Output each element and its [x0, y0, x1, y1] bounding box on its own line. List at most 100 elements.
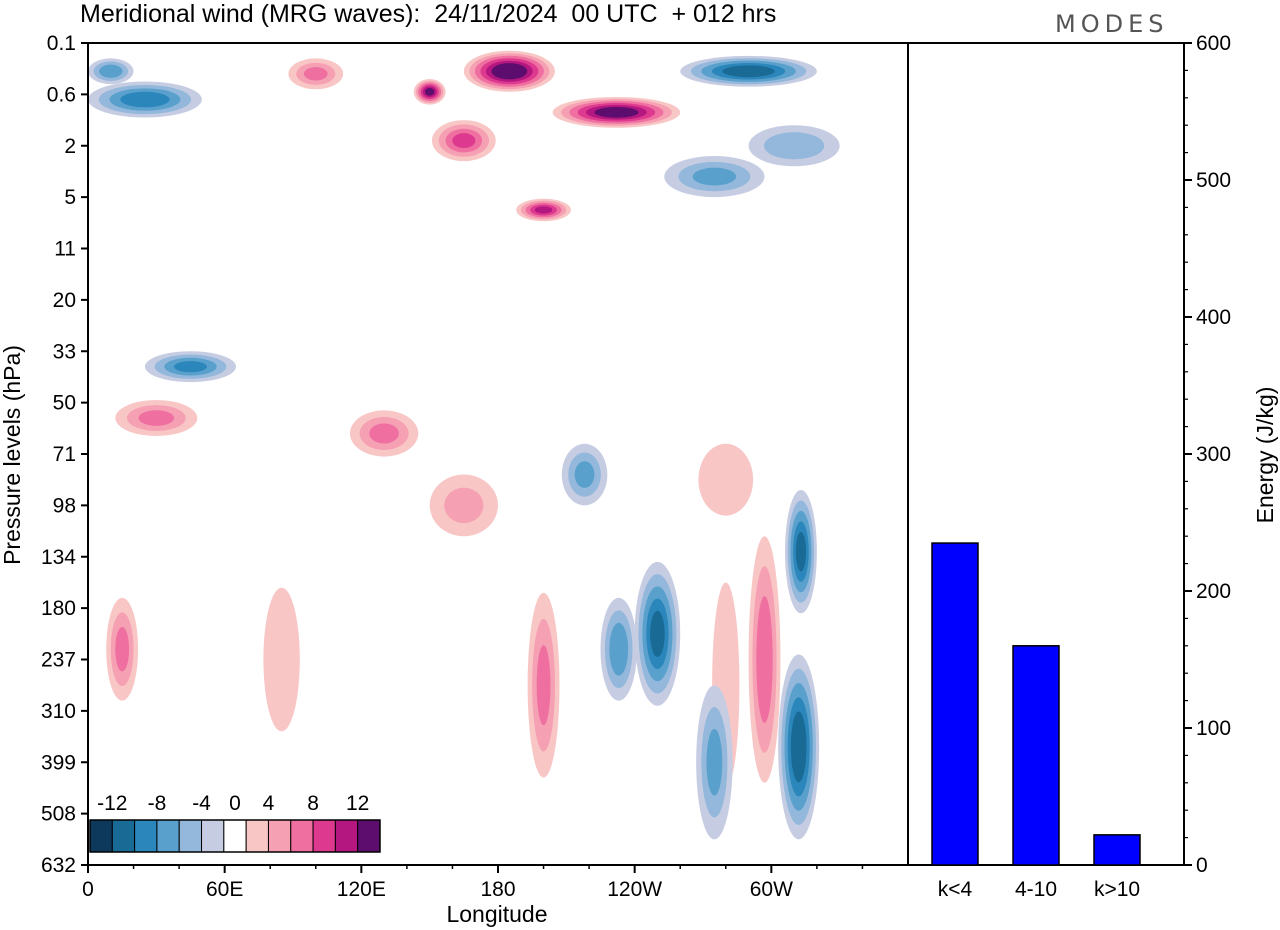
y-tick-label: 2 [64, 135, 76, 158]
contour-blob [349, 410, 419, 457]
x-tick-label: 120E [337, 878, 386, 901]
contour-level [536, 645, 551, 726]
x-tick-label: 120W [607, 878, 662, 901]
contour-blob [664, 156, 765, 198]
colorbar-label: 0 [229, 792, 241, 815]
energy-bar-panel: k<4 4-10 k>10 [931, 542, 1141, 901]
contour-blob [106, 597, 139, 701]
colorbar-swatch [312, 819, 336, 853]
y-tick-label: 632 [41, 854, 76, 877]
contour-blob [431, 120, 496, 162]
longitude-axis: 0 60E 120E 180 120W 60W [82, 865, 864, 901]
colorbar-label: -4 [192, 792, 211, 815]
contour-level [722, 65, 775, 78]
contour-blob [634, 561, 681, 706]
colorbar-label: 12 [346, 792, 369, 815]
contour-blob [696, 685, 733, 840]
contour-level [534, 206, 553, 214]
contour-blob [785, 489, 817, 614]
chart-title: Meridional wind (MRG waves): 24/11/2024 … [80, 0, 776, 28]
y-tick-label: 50 [53, 392, 76, 415]
contour-blob [288, 58, 344, 90]
colorbar-swatch [178, 819, 203, 853]
colorbar-swatch [223, 819, 247, 853]
contour-blob [778, 654, 820, 840]
energy-tick-label: 500 [1196, 169, 1231, 192]
contour-level [650, 610, 665, 657]
contour-level [115, 626, 130, 672]
energy-tick-label: 400 [1196, 306, 1231, 329]
energy-bar [1012, 645, 1060, 866]
colorbar-swatch [156, 819, 180, 853]
colorbar-swatch [334, 819, 359, 853]
contour-level [425, 88, 435, 96]
x-tick-label: 60E [206, 878, 243, 901]
colorbar-swatch [267, 819, 292, 853]
y-tick-label: 33 [53, 340, 76, 363]
contour-blob [144, 351, 237, 383]
energy-bar [931, 542, 979, 866]
colorbar-swatch [111, 819, 136, 853]
colorbar-label: -12 [97, 792, 127, 815]
energy-tick-label: 600 [1196, 32, 1231, 55]
contour-level [698, 443, 754, 516]
contour-level [756, 596, 773, 723]
y-axis-label: Pressure levels (hPa) [0, 345, 25, 565]
x-tick-label: 0 [82, 878, 94, 901]
y-tick-label: 20 [53, 289, 76, 312]
y-tick-label: 71 [53, 443, 76, 466]
colorbar-swatch [245, 819, 269, 853]
contour-blob [600, 597, 637, 701]
contour-level [497, 65, 522, 77]
contour-blob [698, 443, 754, 516]
energy-bar [1093, 834, 1141, 866]
contour-level [369, 423, 399, 444]
colorbar: -12 -8 -4 0 4 8 12 [89, 792, 381, 853]
contour-level [138, 410, 175, 426]
colorbar-swatch [357, 819, 381, 853]
y-tick-label: 0.6 [47, 83, 76, 106]
contour-blob [748, 536, 781, 783]
energy-category-label: 4-10 [1015, 878, 1057, 901]
contour-blob [527, 592, 560, 778]
colorbar-frame [89, 819, 381, 853]
colorbar-swatch [201, 819, 225, 853]
contour-blob [88, 81, 202, 118]
contour-blob [552, 96, 681, 128]
pressure-axis: 0.1 0.6 2 5 11 20 33 50 71 98 134 180 237 310 399 508 63… [41, 32, 88, 877]
energy-axis: 0 100 200 300 400 500 600 [1184, 32, 1231, 877]
energy-category-label: k>10 [1094, 878, 1140, 901]
x-axis-label: Longitude [446, 901, 547, 927]
x-tick-label: 180 [480, 878, 515, 901]
contour-blob [115, 400, 198, 437]
contour-level [99, 64, 123, 78]
colorbar-swatch [134, 819, 158, 853]
y-tick-label: 399 [41, 751, 76, 774]
y-tick-label: 0.1 [47, 32, 76, 55]
y-tick-label: 98 [53, 494, 76, 517]
modes-logo: MODES [1055, 10, 1168, 38]
colorbar-label: -8 [148, 792, 167, 815]
contour-blob [429, 474, 499, 537]
contour-blob [516, 198, 571, 222]
contour-field [88, 50, 840, 840]
y-tick-label: 237 [41, 649, 76, 672]
contour-blob [748, 125, 840, 167]
energy-tick-label: 0 [1196, 854, 1208, 877]
contour-level [303, 67, 328, 81]
contour-level [609, 622, 629, 676]
contour-level [452, 133, 476, 149]
contour-level [574, 461, 595, 488]
y-tick-label: 508 [41, 803, 76, 826]
contour-level [706, 728, 723, 796]
contour-level [120, 91, 170, 108]
y-tick-label: 180 [41, 597, 76, 620]
contour-blob [561, 443, 608, 506]
colorbar-swatch [89, 819, 113, 853]
y-tick-label: 11 [54, 238, 76, 261]
energy-category-label: k<4 [938, 878, 973, 901]
contour-level [692, 167, 737, 186]
y-tick-label: 134 [41, 546, 76, 569]
y-tick-label: 310 [41, 700, 76, 723]
